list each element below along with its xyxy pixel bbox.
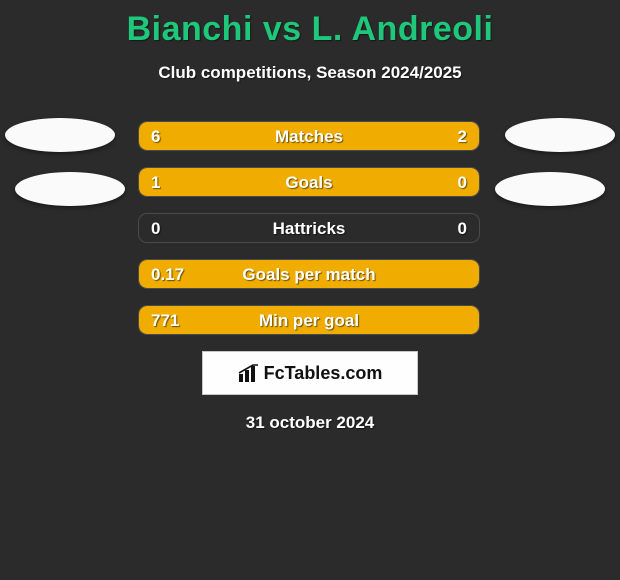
stat-bar: 1Goals0 [138,167,480,197]
stat-row: 1Goals0 [0,167,620,197]
stat-label: Hattricks [139,214,479,243]
page-subtitle: Club competitions, Season 2024/2025 [0,63,620,83]
stat-label: Matches [139,122,479,151]
stat-row: 6Matches2 [0,121,620,151]
logo-text: FcTables.com [238,363,383,384]
stat-row: 0.17Goals per match [0,259,620,289]
date-label: 31 october 2024 [0,413,620,433]
stat-bar: 0Hattricks0 [138,213,480,243]
logo-label: FcTables.com [264,363,383,384]
stat-value-right: 0 [458,168,467,197]
page-title: Bianchi vs L. Andreoli [0,0,620,49]
stat-value-right: 2 [458,122,467,151]
stat-bar: 771Min per goal [138,305,480,335]
chart-icon [238,364,260,382]
stat-label: Goals [139,168,479,197]
stat-value-right: 0 [458,214,467,243]
stat-bar: 0.17Goals per match [138,259,480,289]
stat-bar: 6Matches2 [138,121,480,151]
stat-row: 0Hattricks0 [0,213,620,243]
stats-container: 6Matches21Goals00Hattricks00.17Goals per… [0,121,620,335]
logo-box: FcTables.com [202,351,418,395]
stat-row: 771Min per goal [0,305,620,335]
stat-label: Goals per match [139,260,479,289]
stat-label: Min per goal [139,306,479,335]
